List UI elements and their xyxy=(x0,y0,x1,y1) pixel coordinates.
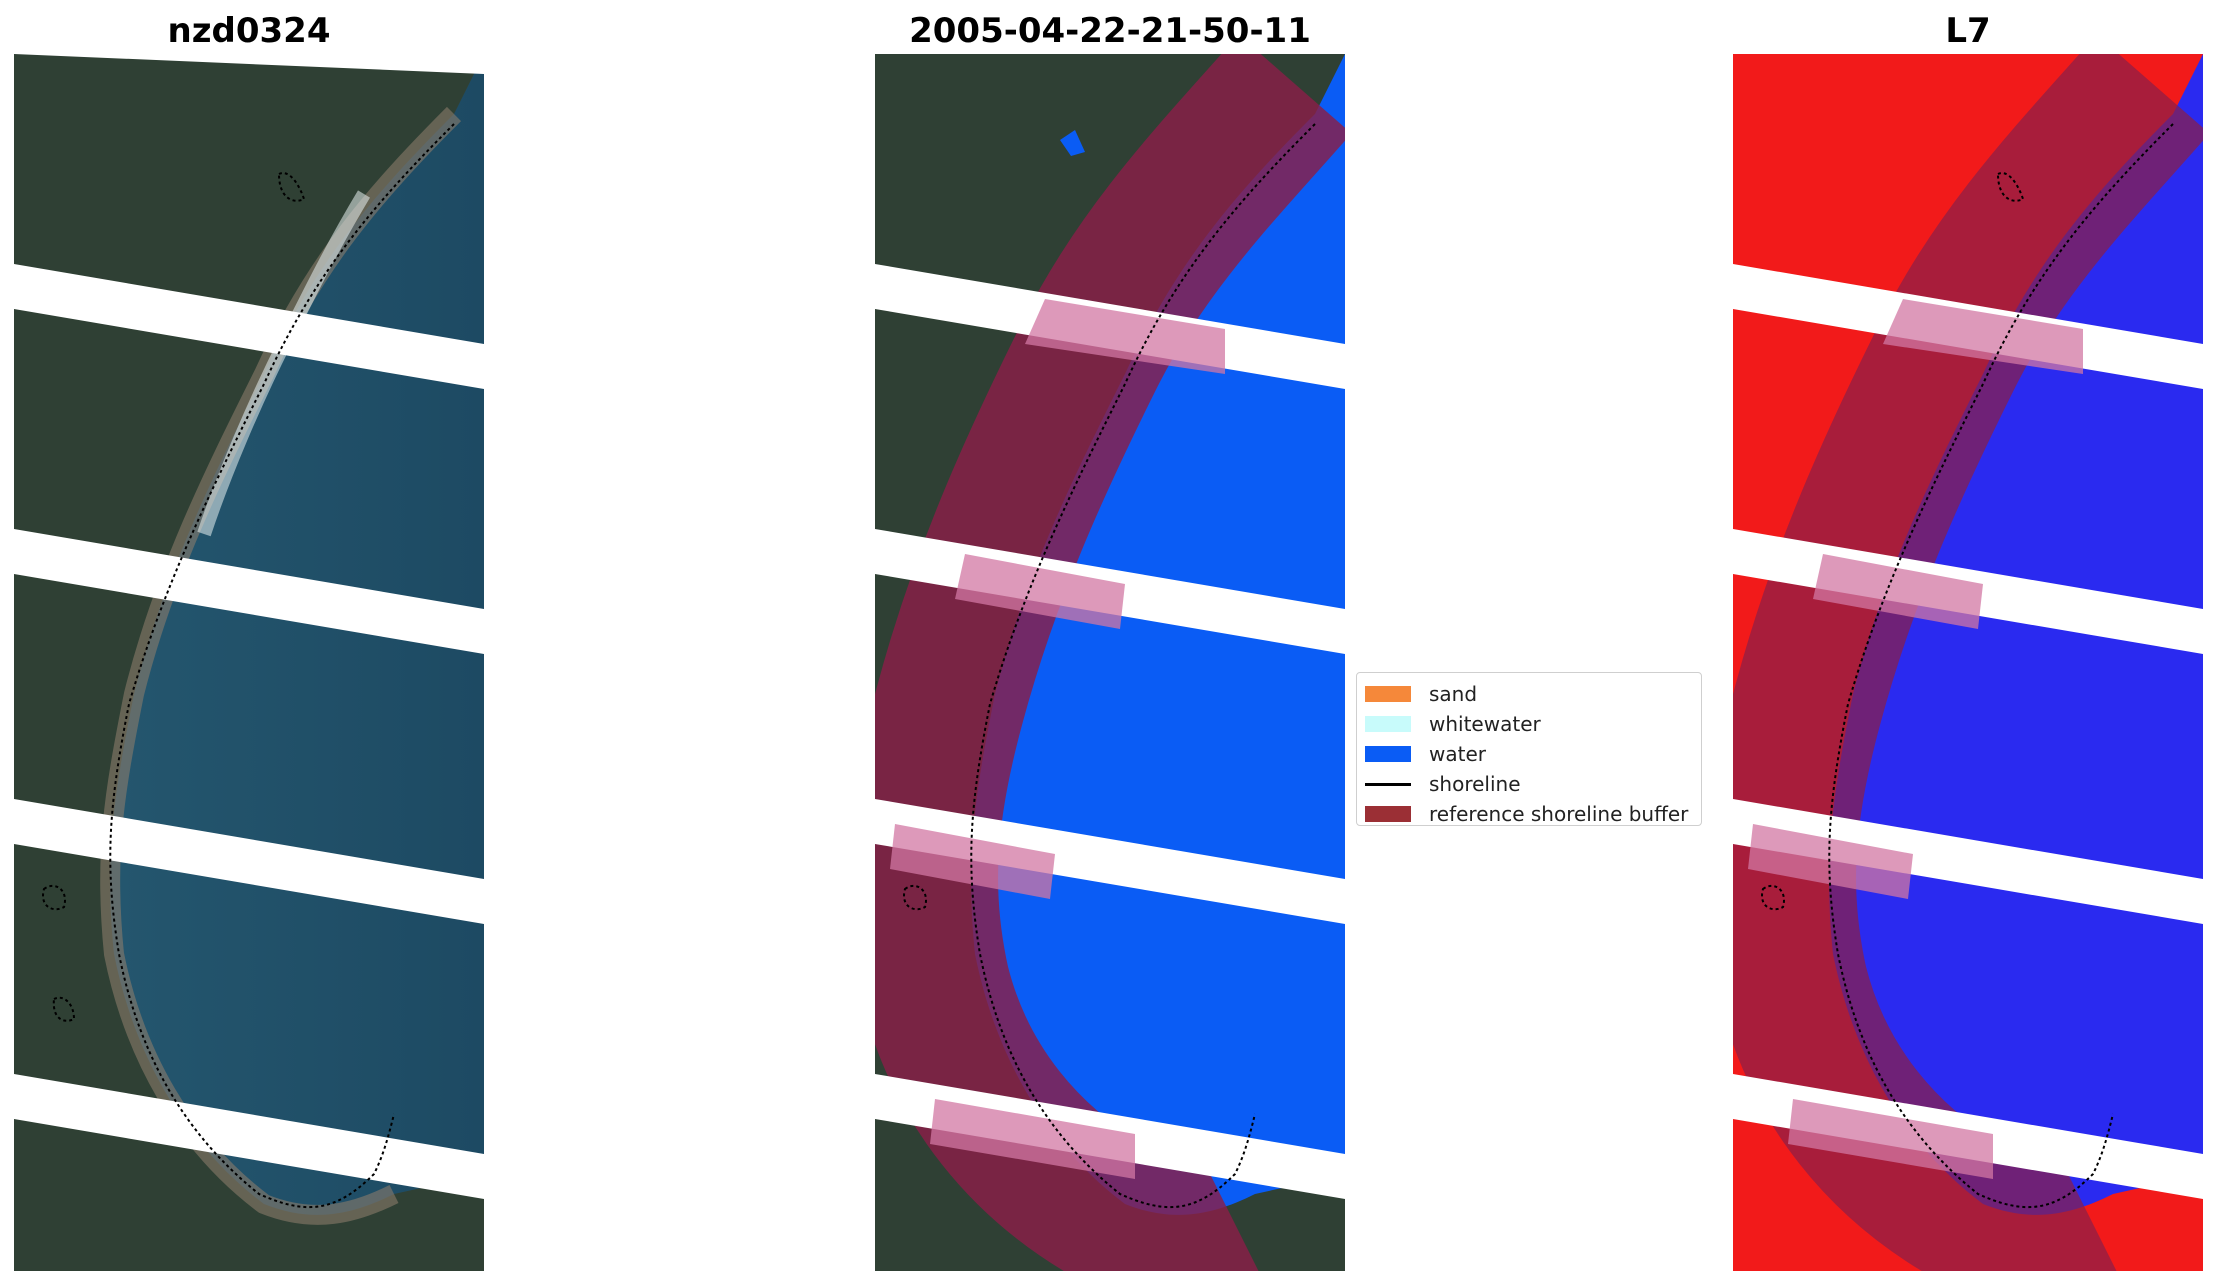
legend-item-reference-buffer: reference shoreline buffer xyxy=(1365,799,1693,829)
legend-item-sand: sand xyxy=(1365,679,1693,709)
shoreline xyxy=(970,123,1316,1209)
rgb-image-panel xyxy=(14,54,484,1271)
legend-item-shoreline: shoreline xyxy=(1365,769,1693,799)
reference-shoreline-buffer xyxy=(1733,54,2203,1271)
legend-swatch xyxy=(1365,686,1411,702)
legend-label: water xyxy=(1429,742,1486,766)
shoreline xyxy=(1828,123,2174,1209)
legend-label: shoreline xyxy=(1429,772,1521,796)
panel-title-classification: 2005-04-22-21-50-11 xyxy=(909,11,1311,51)
legend-item-whitewater: whitewater xyxy=(1365,709,1693,739)
legend-label: reference shoreline buffer xyxy=(1429,802,1689,826)
panel-title-index: L7 xyxy=(1945,11,1991,51)
scan-line-gaps xyxy=(14,54,484,1199)
legend-label: sand xyxy=(1429,682,1478,706)
shoreline xyxy=(109,123,455,1209)
legend-swatch xyxy=(1365,806,1411,822)
legend-swatch xyxy=(1365,716,1411,732)
legend-item-water: water xyxy=(1365,739,1693,769)
reference-shoreline-buffer xyxy=(875,54,1345,1271)
panel-title-rgb: nzd0324 xyxy=(167,11,331,51)
legend-swatch xyxy=(1365,746,1411,762)
legend-label: whitewater xyxy=(1429,712,1541,736)
legend: sand whitewater water shoreline referenc… xyxy=(1356,672,1702,826)
classification-panel xyxy=(875,54,1345,1271)
index-panel xyxy=(1733,54,2203,1271)
legend-swatch xyxy=(1365,782,1411,786)
